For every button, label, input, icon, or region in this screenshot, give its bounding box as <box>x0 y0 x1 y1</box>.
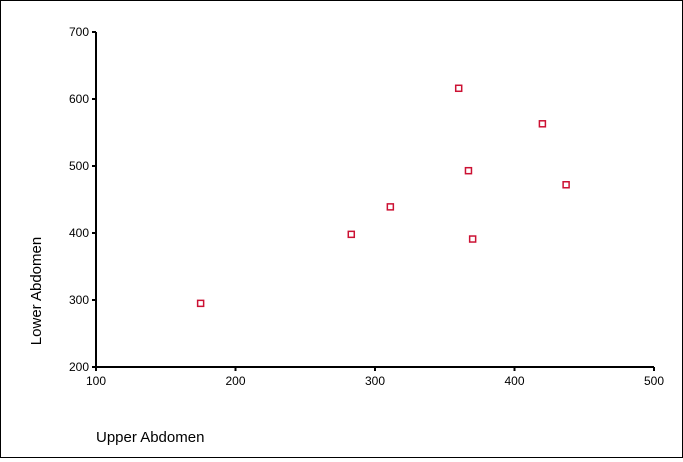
x-tick-label: 500 <box>644 374 664 388</box>
x-tick-label: 300 <box>365 374 385 388</box>
x-tick-label: 200 <box>225 374 245 388</box>
scatter-point <box>562 181 570 189</box>
y-axis-title: Lower Abdomen <box>28 237 45 345</box>
data-points <box>196 84 570 308</box>
x-axis-ticks: 100 200 300 400 500 <box>86 367 664 388</box>
scatter-point <box>468 235 477 243</box>
scatter-point <box>196 299 205 308</box>
y-tick-label: 200 <box>69 360 89 374</box>
scatter-point <box>464 166 473 175</box>
scatter-point <box>538 120 547 128</box>
scatter-point <box>454 84 463 93</box>
y-tick-label: 700 <box>69 25 89 39</box>
y-axis-ticks: 200 300 400 500 600 700 <box>69 25 96 374</box>
y-tick-label: 500 <box>69 159 89 173</box>
y-tick-label: 300 <box>69 293 89 307</box>
scatter-point <box>386 203 395 211</box>
x-axis-title: Upper Abdomen <box>96 429 204 446</box>
x-tick-label: 400 <box>504 374 524 388</box>
scatter-point <box>347 230 356 239</box>
y-tick-label: 400 <box>69 226 89 240</box>
y-tick-label: 600 <box>69 92 89 106</box>
x-tick-label: 100 <box>86 374 106 388</box>
